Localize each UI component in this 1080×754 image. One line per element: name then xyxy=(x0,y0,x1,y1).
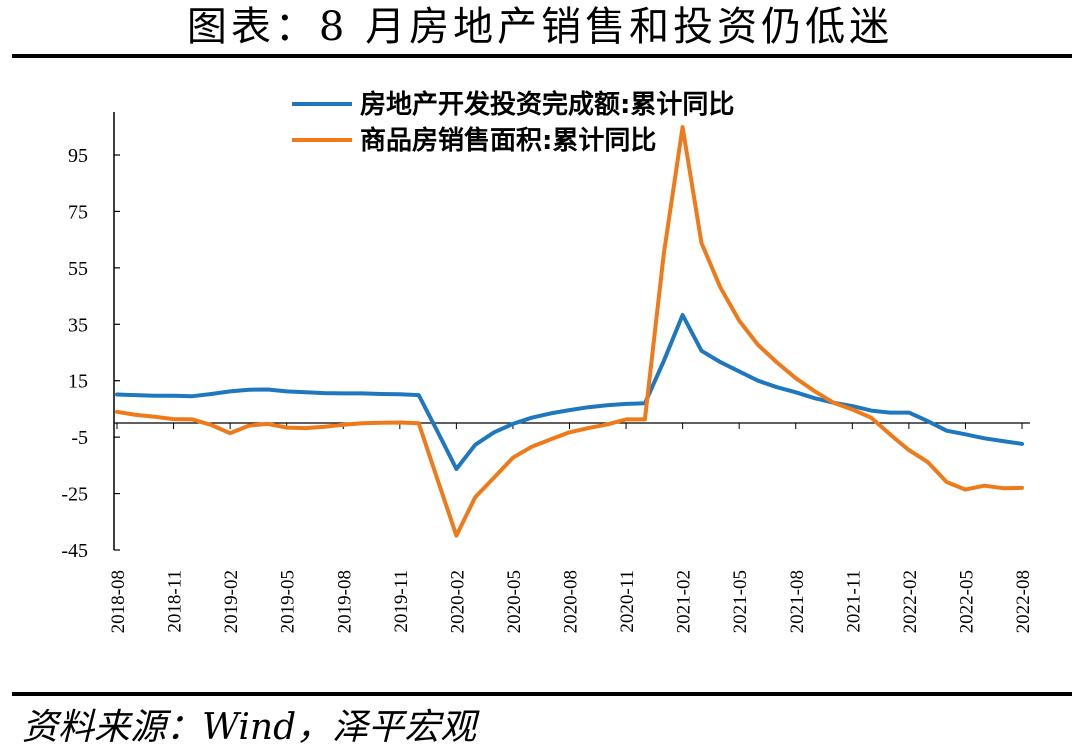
top-rule xyxy=(12,54,1072,58)
source-note: 资料来源：Wind，泽平宏观 xyxy=(22,707,477,748)
y-tick-label: 35 xyxy=(68,314,88,336)
y-tick-label: 55 xyxy=(68,258,88,280)
x-tick-label: 2018-08 xyxy=(108,570,129,633)
line-chart: 95 75 55 35 15 -5 -25 -45 2018-08 2018-11 2019-02… xyxy=(61,89,1034,633)
x-tick-label: 2021-11 xyxy=(843,570,864,633)
x-axis: 2018-08 2018-11 2019-02 2019-05 2019-08 2019-… xyxy=(108,423,1034,633)
x-tick-label: 2021-08 xyxy=(787,570,808,633)
y-tick-label: 95 xyxy=(68,145,88,167)
x-tick-label: 2019-02 xyxy=(221,570,242,633)
x-tick-label: 2020-02 xyxy=(447,570,468,633)
y-tick-label: 75 xyxy=(68,201,88,223)
y-tick-label: -5 xyxy=(71,427,88,449)
x-tick-label: 2019-05 xyxy=(278,570,299,633)
y-tick-label: -25 xyxy=(61,484,88,506)
x-tick-label: 2020-11 xyxy=(617,570,638,633)
legend-label-1: 房地产开发投资完成额:累计同比 xyxy=(360,89,734,120)
x-tick-label: 2019-11 xyxy=(391,570,412,633)
bottom-rule xyxy=(12,692,1072,696)
y-axis: 95 75 55 35 15 -5 -25 -45 xyxy=(61,112,120,562)
x-tick-label: 2019-08 xyxy=(334,570,355,633)
page-title: 图表：8 月房地产销售和投资仍低迷 xyxy=(186,4,894,50)
x-tick-label: 2018-11 xyxy=(165,570,186,633)
y-tick-label: 15 xyxy=(68,371,88,393)
x-tick-label: 2021-05 xyxy=(730,570,751,633)
x-tick-label: 2022-05 xyxy=(956,570,977,633)
y-tick-label: -45 xyxy=(61,540,88,562)
series-line-2 xyxy=(115,125,1024,538)
series-line-1 xyxy=(115,313,1024,471)
x-tick-label: 2020-08 xyxy=(561,570,582,633)
legend-label-2: 商品房销售面积:累计同比 xyxy=(360,125,656,156)
x-tick-label: 2022-08 xyxy=(1013,570,1034,633)
x-tick-label: 2022-02 xyxy=(900,570,921,633)
x-tick-label: 2020-05 xyxy=(504,570,525,633)
series-group xyxy=(115,125,1024,538)
x-tick-label: 2021-02 xyxy=(674,570,695,633)
